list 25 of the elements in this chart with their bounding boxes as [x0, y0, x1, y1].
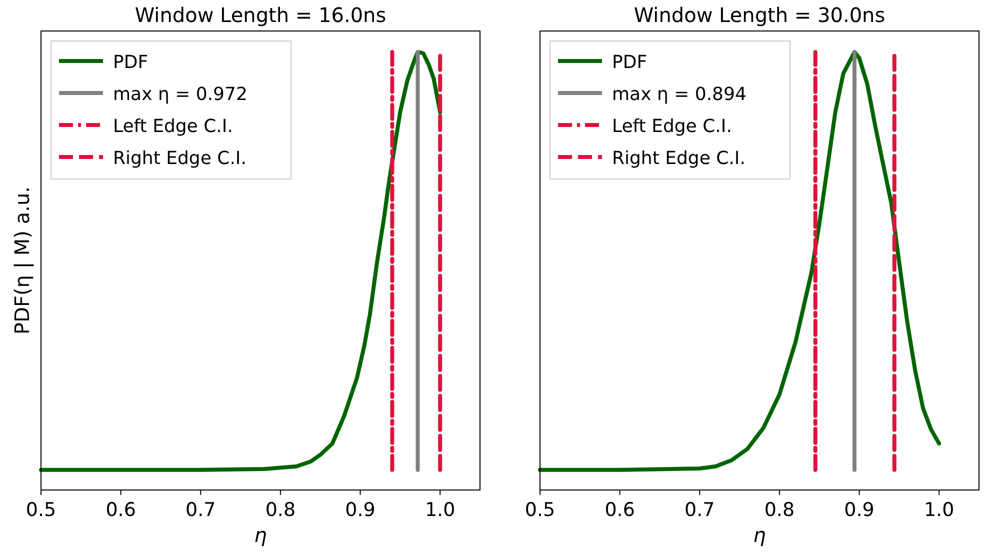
x-tick-label: 1.0 [424, 499, 456, 521]
x-tick-label: 0.8 [265, 499, 296, 521]
legend-label: Left Edge C.I. [113, 116, 233, 137]
x-tick-label: 0.5 [524, 499, 556, 521]
x-tick-label: 0.6 [106, 499, 136, 521]
x-tick-label: 0.7 [684, 499, 715, 521]
x-tick-label: 0.5 [26, 499, 56, 521]
y-axis-title: PDF(η | M) a.u. [10, 186, 34, 334]
chart-title: Window Length = 16.0ns [134, 3, 386, 27]
x-tick-label: 0.7 [186, 499, 216, 521]
legend-label: max η = 0.972 [113, 84, 248, 105]
x-tick-label: 0.9 [345, 499, 376, 521]
x-axis-title: η [753, 523, 766, 547]
x-tick-label: 1.0 [924, 499, 954, 521]
x-tick-label: 0.8 [764, 499, 795, 521]
chart-title: Window Length = 30.0ns [634, 3, 886, 27]
x-axis-title: η [254, 523, 268, 547]
legend-label: Left Edge C.I. [612, 116, 732, 137]
legend-label: Right Edge C.I. [113, 148, 246, 169]
legend-label: max η = 0.894 [612, 84, 746, 105]
x-tick-label: 0.9 [844, 499, 874, 521]
legend-label: PDF [612, 52, 648, 73]
legend-label: PDF [113, 52, 148, 73]
x-tick-label: 0.6 [604, 499, 635, 521]
legend-label: Right Edge C.I. [612, 148, 746, 169]
